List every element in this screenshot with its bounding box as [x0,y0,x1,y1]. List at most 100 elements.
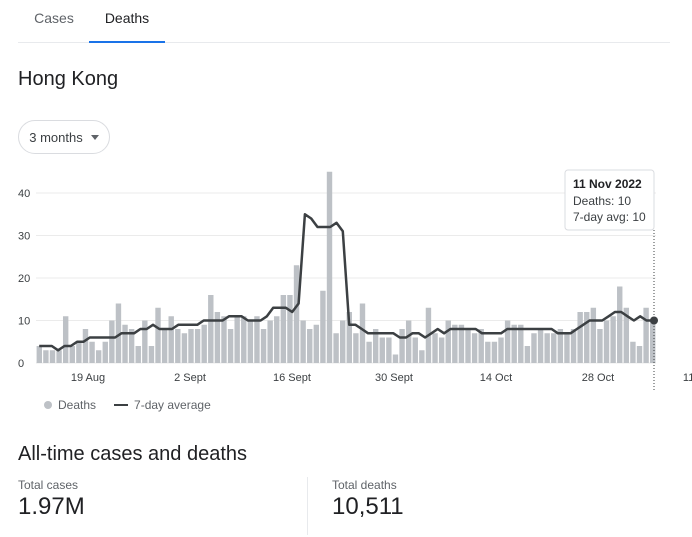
y-tick-label: 20 [18,273,30,285]
death-bar [465,329,471,363]
death-bar [333,333,339,363]
death-bar [399,329,405,363]
death-bar [445,320,451,363]
average-line-group [39,213,653,352]
death-bar [214,312,221,363]
death-bar [478,329,484,363]
chevron-down-icon [90,134,99,140]
total-deaths-value: 10,511 [332,493,404,520]
death-bar [590,307,597,363]
death-bar [313,324,320,363]
death-bar [201,324,207,363]
death-bar [584,312,590,363]
death-bar [650,320,656,363]
total-cases-value: 1.97M [18,493,85,520]
death-bar [359,303,366,363]
death-bar [300,320,306,363]
death-bar [544,333,550,363]
death-bar [293,265,300,363]
death-bar [43,350,49,363]
total-deaths-label: Total deaths [332,478,397,492]
death-bar [267,320,273,363]
death-bar [82,329,89,363]
death-bar [287,295,293,363]
tab-cases[interactable]: Cases [18,0,90,42]
tab-cases-label: Cases [34,10,74,26]
deaths-legend-label: Deaths [58,398,97,412]
death-bar [485,341,491,363]
death-bar [577,312,583,363]
death-bar [551,333,557,363]
death-bar [623,307,630,363]
death-bar [62,316,69,363]
death-bar [597,329,603,363]
death-bar [498,337,504,363]
hover-marker [650,316,658,325]
death-bar [524,346,531,363]
death-bar [353,333,359,363]
death-bar [405,320,412,363]
death-bar [234,316,240,363]
death-bar [419,350,425,363]
death-bar [76,341,82,363]
death-bar [392,354,399,363]
death-bar [95,350,102,363]
region-title: Hong Kong [18,68,119,90]
chart-tooltip: 11 Nov 2022 Deaths: 10 7-day avg: 10 [564,169,655,231]
death-bar [346,312,352,363]
average-legend-swatch [114,404,129,406]
death-bar [49,350,56,363]
y-tick-label: 40 [18,188,30,200]
y-tick-label: 10 [18,316,30,328]
range-selector-label: 3 months [29,129,83,145]
death-bar [148,346,155,363]
death-bar [610,316,616,363]
death-bar [221,316,227,363]
x-tick-label: 19 Aug [71,372,105,384]
death-bar [161,329,168,363]
death-bar [386,337,392,363]
death-bar [491,341,498,363]
death-bar [564,333,570,363]
death-bar [570,329,577,363]
death-bar [227,329,234,363]
x-tick-label: 14 Oct [480,372,512,384]
death-bars [36,171,656,363]
death-bar [188,329,194,363]
deaths-chart[interactable]: 0 10 20 30 40 19 Aug 2 Sept 16 Sept 30 Sept 14 O… [0,160,692,395]
death-bar [181,333,188,363]
death-bar [194,329,201,363]
x-tick-label: 28 Oct [582,372,614,384]
death-bar [89,341,95,363]
x-tick-label: 11 Nov [683,372,692,384]
tab-deaths-label: Deaths [104,10,150,26]
death-bar [537,329,544,363]
death-bar [432,333,438,363]
tooltip-box [564,169,655,231]
average-legend-label: 7-day average [134,398,211,412]
tooltip-date: 11 Nov 2022 [573,177,642,191]
death-bar [412,337,418,363]
death-bar [128,329,135,363]
x-tick-label: 2 Sept [174,372,206,384]
death-bar [168,316,174,363]
death-bar [56,350,62,363]
death-bar [438,337,445,363]
death-bar [504,320,511,363]
death-bar [115,303,122,363]
deaths-legend-swatch [44,401,52,409]
death-bar [630,341,636,363]
x-tick-label: 30 Sept [375,372,413,384]
range-selector-button[interactable]: 3 months [18,120,110,154]
average-line [39,213,653,352]
death-bar [155,307,161,363]
tab-deaths[interactable]: Deaths [89,0,165,43]
death-bar [458,324,465,363]
death-bar [122,324,128,363]
death-bar [643,307,649,363]
death-bar [135,346,141,363]
death-bar [531,333,537,363]
death-bar [366,341,372,363]
death-bar [241,316,247,363]
death-bar [36,346,42,363]
